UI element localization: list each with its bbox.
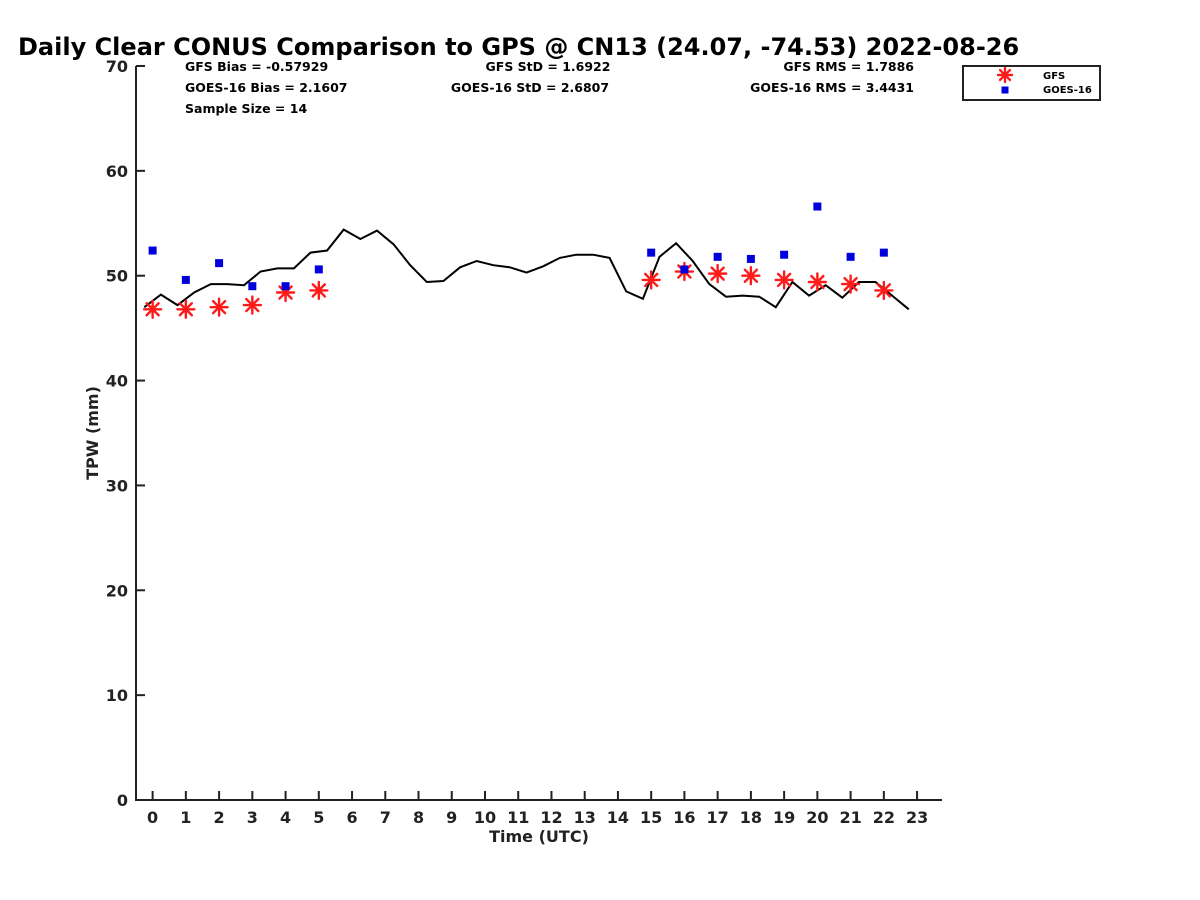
gfs-point bbox=[874, 280, 894, 301]
y-axis-label: TPW (mm) bbox=[83, 386, 102, 480]
gfs-point bbox=[309, 280, 329, 301]
x-tick-label: 8 bbox=[413, 808, 424, 827]
gfs-point bbox=[840, 274, 861, 294]
y-tick-label: 40 bbox=[106, 372, 128, 391]
y-tick-label: 60 bbox=[106, 162, 128, 181]
goes16-point bbox=[215, 259, 224, 268]
y-tick-label: 30 bbox=[106, 476, 128, 495]
goes16-point bbox=[314, 265, 323, 274]
gfs-point bbox=[242, 295, 263, 315]
chart-title: Daily Clear CONUS Comparison to GPS @ CN… bbox=[18, 33, 1019, 61]
y-tick-label: 20 bbox=[106, 581, 128, 600]
gfs-point bbox=[707, 263, 728, 284]
legend-gfs-asterisk bbox=[996, 66, 1014, 84]
goes-rms-stat: GOES-16 RMS = 3.4431 bbox=[750, 80, 914, 95]
x-ticks: 0 1 2 3 4 5 6 7 8 9 10 11 12 13 14 15 16 17 18 19 20 21 22 23 bbox=[147, 791, 928, 827]
x-tick-label: 14 bbox=[607, 808, 629, 827]
x-tick-label: 13 bbox=[574, 808, 596, 827]
goes16-point bbox=[879, 248, 888, 257]
legend-goes-label: GOES-16 bbox=[1043, 85, 1092, 96]
gfs-std-stat: GFS StD = 1.6922 bbox=[486, 59, 611, 74]
y-ticks: 0 10 20 30 40 50 60 70 bbox=[106, 57, 145, 810]
x-tick-label: 9 bbox=[446, 808, 457, 827]
x-tick-label: 1 bbox=[180, 808, 191, 827]
x-tick-label: 20 bbox=[806, 808, 828, 827]
x-tick-label: 12 bbox=[540, 808, 562, 827]
x-tick-label: 6 bbox=[346, 808, 357, 827]
goes16-point bbox=[148, 246, 157, 255]
goes16-point bbox=[713, 252, 722, 261]
axes bbox=[135, 66, 942, 801]
y-tick-label: 10 bbox=[106, 686, 128, 705]
legend-box bbox=[962, 65, 1101, 101]
x-tick-label: 18 bbox=[740, 808, 762, 827]
stats-block: GFS Bias = -0.57929 GOES-16 Bias = 2.160… bbox=[185, 59, 914, 116]
gps-line bbox=[143, 228, 910, 311]
sample-size-stat: Sample Size = 14 bbox=[185, 101, 307, 116]
x-tick-label: 17 bbox=[707, 808, 729, 827]
y-tick-label: 0 bbox=[117, 791, 128, 810]
x-tick-label: 10 bbox=[474, 808, 496, 827]
legend-gfs-label: GFS bbox=[1043, 71, 1065, 82]
gfs-point bbox=[741, 266, 761, 286]
legend-goes-marker bbox=[1001, 86, 1009, 94]
goes-std-stat: GOES-16 StD = 2.6807 bbox=[451, 80, 609, 95]
goes16-point bbox=[780, 250, 789, 259]
x-tick-label: 2 bbox=[214, 808, 225, 827]
gfs-rms-stat: GFS RMS = 1.7886 bbox=[783, 59, 914, 74]
x-axis-label: Time (UTC) bbox=[489, 827, 589, 846]
gfs-bias-stat: GFS Bias = -0.57929 bbox=[185, 59, 328, 74]
goes16-point bbox=[281, 282, 290, 291]
goes16-point bbox=[181, 275, 190, 284]
x-tick-label: 11 bbox=[507, 808, 529, 827]
legend: GFS GOES-16 bbox=[962, 65, 1101, 101]
legend-goes-square bbox=[1001, 86, 1009, 94]
gfs-point bbox=[176, 299, 196, 319]
y-tick-label: 70 bbox=[106, 57, 128, 76]
goes16-point bbox=[647, 248, 656, 257]
gfs-point bbox=[774, 270, 794, 290]
x-tick-label: 0 bbox=[147, 808, 158, 827]
gfs-point bbox=[209, 297, 229, 317]
x-tick-label: 21 bbox=[839, 808, 861, 827]
x-tick-label: 7 bbox=[380, 808, 391, 827]
x-tick-label: 5 bbox=[313, 808, 324, 827]
goes16-point bbox=[746, 254, 755, 263]
goes-bias-stat: GOES-16 Bias = 2.1607 bbox=[185, 80, 347, 95]
gfs-point bbox=[807, 272, 828, 292]
x-tick-label: 16 bbox=[673, 808, 695, 827]
x-tick-label: 22 bbox=[873, 808, 895, 827]
goes16-point bbox=[846, 252, 855, 261]
x-tick-label: 4 bbox=[280, 808, 291, 827]
x-tick-label: 23 bbox=[906, 808, 928, 827]
gfs-point bbox=[641, 270, 661, 290]
legend-gfs-marker bbox=[996, 66, 1014, 84]
goes16-point bbox=[813, 202, 822, 211]
plot-area bbox=[142, 202, 910, 319]
goes16-point bbox=[248, 282, 257, 291]
x-tick-label: 3 bbox=[247, 808, 258, 827]
x-tick-label: 15 bbox=[640, 808, 662, 827]
goes16-point bbox=[680, 265, 689, 274]
x-tick-label: 19 bbox=[773, 808, 795, 827]
gfs-point bbox=[142, 299, 163, 319]
y-tick-label: 50 bbox=[106, 267, 128, 286]
